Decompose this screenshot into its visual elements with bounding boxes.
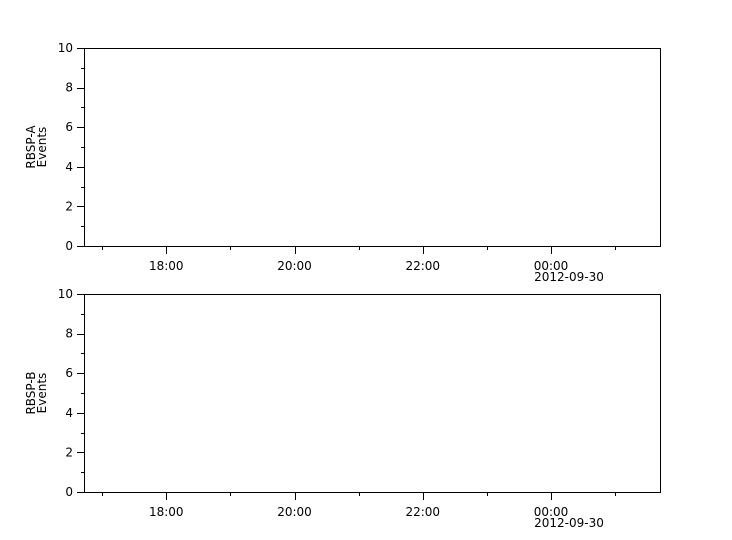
x-tick-label: 00:00	[534, 259, 569, 273]
y-tick-label: 2	[65, 445, 73, 459]
y-tick-label: 8	[65, 81, 73, 95]
y-tick-label: 4	[65, 406, 73, 420]
y-tick-label: 0	[65, 485, 73, 499]
y-axis-label: RBSP-B	[24, 371, 38, 414]
y-axis-label: RBSP-A	[24, 125, 38, 169]
y-axis-label: Events	[35, 373, 49, 414]
x-tick-label: 20:00	[277, 259, 312, 273]
y-tick-label: 6	[65, 366, 73, 380]
y-tick-label: 6	[65, 120, 73, 134]
x-tick-label: 18:00	[149, 259, 184, 273]
y-tick-label: 10	[58, 41, 73, 55]
x-tick-label: 00:00	[534, 505, 569, 519]
y-tick-label: 0	[65, 239, 73, 253]
y-tick-label: 2	[65, 199, 73, 213]
x-tick-label: 22:00	[405, 505, 440, 519]
plot-frame	[84, 48, 661, 247]
y-tick-label: 10	[58, 287, 73, 301]
x-date-label: 2012-09-30	[534, 516, 604, 530]
x-tick-label: 18:00	[149, 505, 184, 519]
plot-frame	[84, 294, 661, 493]
y-tick-label: 8	[65, 327, 73, 341]
x-tick-label: 20:00	[277, 505, 312, 519]
y-tick-label: 4	[65, 160, 73, 174]
x-tick-label: 22:00	[405, 259, 440, 273]
x-date-label: 2012-09-30	[534, 270, 604, 284]
y-axis-label: Events	[35, 127, 49, 168]
